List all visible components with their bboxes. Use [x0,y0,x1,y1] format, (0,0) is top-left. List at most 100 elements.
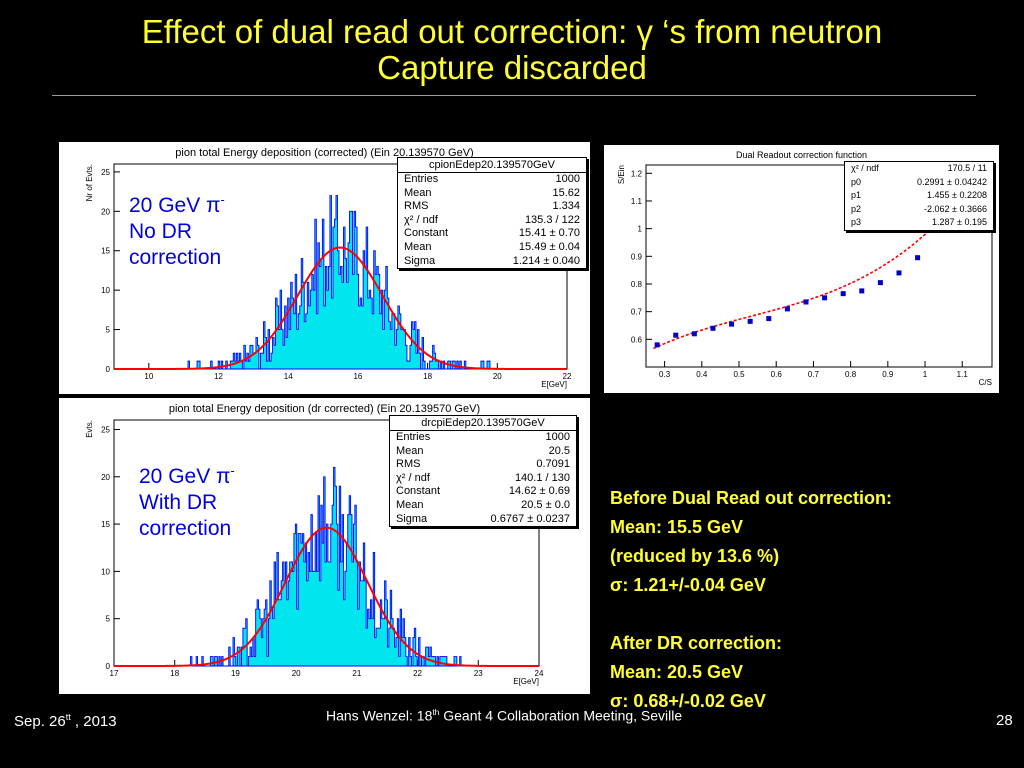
plot-frame [645,164,993,368]
stats-row: Entries 1000 [398,173,586,187]
stats-value: 0.2991 ± 0.04242 [916,176,987,187]
stats-value: 1.287 ± 0.195 [932,217,987,228]
histogram-bins [114,466,539,667]
stats-key: Entries [404,173,439,185]
stats-value: 15.62 [552,186,580,199]
stats-key: χ² / ndf [404,213,438,226]
histogram-overlay-label: 20 GeV π- With DR correction [139,458,235,542]
x-tick-label: 1.1 [957,370,969,379]
y-tick-label: 20 [101,473,110,482]
after-sigma: σ: 0.68+/-0.02 GeV [610,687,892,716]
x-tick-label: 14 [284,372,293,381]
stats-row: Mean 15.49 ± 0.04 [398,241,586,255]
x-tick-label: 12 [214,372,223,381]
before-sigma: σ: 1.21+/-0.04 GeV [610,571,892,600]
footer-author-suffix: th [432,707,440,717]
y-tick-label: 0.8 [631,280,643,289]
stats-box: cpionEdep20.139570GeV Entries 1000 Mean 15.… [397,157,587,270]
y-axis-title: Nr of Evts. [85,164,94,201]
y-tick-label: 20 [101,207,110,216]
histogram-bins [114,195,567,370]
stats-row: χ² / ndf 135.3 / 122 [398,214,586,228]
data-point [915,255,921,261]
stats-row: RMS 0.7091 [390,458,576,472]
stats-value: 1000 [545,431,570,443]
footer-author-main: Hans Wenzel: 18 [326,707,433,724]
x-tick-label: 1 [923,370,928,379]
footer-date-main: Sep. 26 [14,713,66,730]
gaussian-fit-curve [114,246,567,370]
y-tick-label: 25 [101,168,110,177]
histogram-overlay-label: 20 GeV π- No DR correction [129,187,225,271]
stats-value: 15.49 ± 0.04 [518,240,580,253]
stats-key: Entries [396,431,431,443]
slide-title: Effect of dual read out correction: γ ‘s… [40,14,984,86]
stats-key: Constant [396,485,441,498]
fit-stats-table: χ² / ndf 170.5 / 11 p0 0.2991 ± 0.04242 p1 1.… [845,162,993,230]
before-reduced: (reduced by 13.6 %) [610,546,780,566]
data-point [896,270,902,276]
y-tick-label: 5 [106,615,111,624]
overlay-line3: correction [139,517,232,540]
x-tick-label: 22 [413,669,422,678]
x-tick-label: 21 [352,669,361,678]
x-tick-label: 16 [353,372,362,381]
histogram-title: pion total Energy deposition (corrected)… [175,147,474,159]
y-tick-label: 25 [101,425,110,434]
y-tick-label: 15 [101,247,110,256]
x-tick-label: 23 [474,669,483,678]
data-point [803,299,809,305]
stats-row: Sigma 1.214 ± 0.040 [398,255,586,269]
stats-key: p3 [851,217,862,228]
y-tick-label: 10 [101,286,110,295]
x-tick-label: 20 [292,669,301,678]
y-tick-label: 0 [106,365,111,374]
stats-value: 14.62 ± 0.69 [508,485,570,498]
after-sigma-value: : 0.68+/-0.02 GeV [622,691,766,711]
stats-box-name: drcpiEdep20.139570GeV [390,416,576,431]
y-tick-label: 1.1 [631,197,643,206]
stats-key: χ² / ndf [851,163,879,173]
y-tick-label: 1.2 [631,169,643,178]
stats-key: Mean [396,498,424,511]
stats-value: 1000 [555,173,580,185]
before-title: Before Dual Read out correction: [610,488,893,508]
y-axis-title: S/Ein [617,165,626,184]
histogram-panel-uncorrected: 10 12 14 16 18 20 22 0 5 10 15 20 25 E[GeV] Nr of Evts… [59,142,590,394]
page-number: 28 [996,712,1013,729]
stats-row: Mean 20.5 [390,445,576,459]
stats-value: 20.5 ± 0.0 [521,498,570,511]
histogram-title: pion total Energy deposition (dr correct… [168,403,481,415]
x-tick-label: 0.6 [771,370,783,379]
stats-row: Mean 15.62 [398,187,586,201]
y-tick-label: 0.9 [631,252,643,261]
stats-table: Entries 1000 Mean 20.5 RMS 0.7091 χ² / ndf 140.… [390,431,576,526]
overlay-line3: correction [129,246,222,269]
data-point [710,325,716,331]
x-tick-label: 0.9 [882,370,894,379]
data-point [654,342,660,348]
x-tick-label: 0.4 [696,370,708,379]
stats-key: Mean [404,240,432,253]
correction-function-title: Dual Readout correction function [735,150,868,160]
data-point [729,321,735,327]
stats-row: p1 1.455 ± 0.2208 [845,189,993,203]
y-tick-label: 0.7 [631,308,643,317]
stats-value: 170.5 / 11 [947,163,987,173]
gaussian-fit-curve [114,526,539,667]
y-tick-label: 10 [101,567,110,576]
correction-function-panel: 0.3 0.4 0.5 0.6 0.7 0.8 0.9 1 1.1 0.6 0.7 0.8 0.9 1 1.… [604,145,999,393]
stats-value: -2.062 ± 0.3666 [924,203,987,214]
polynomial-fit-curve [653,216,945,350]
x-tick-label: 17 [110,669,119,678]
y-tick-label: 5 [106,326,111,335]
data-point [673,332,679,338]
x-tick-label: 0.8 [845,370,857,379]
stats-value: 140.1 / 130 [514,471,570,484]
stats-row: p2 -2.062 ± 0.3666 [845,203,993,217]
stats-row: Entries 1000 [390,431,576,445]
results-notes: Before Dual Read out correction: Mean: 1… [610,484,892,716]
sigma-symbol: σ [610,691,623,711]
stats-box-name: cpionEdep20.139570GeV [398,158,586,173]
stats-value: 1.455 ± 0.2208 [927,190,987,201]
